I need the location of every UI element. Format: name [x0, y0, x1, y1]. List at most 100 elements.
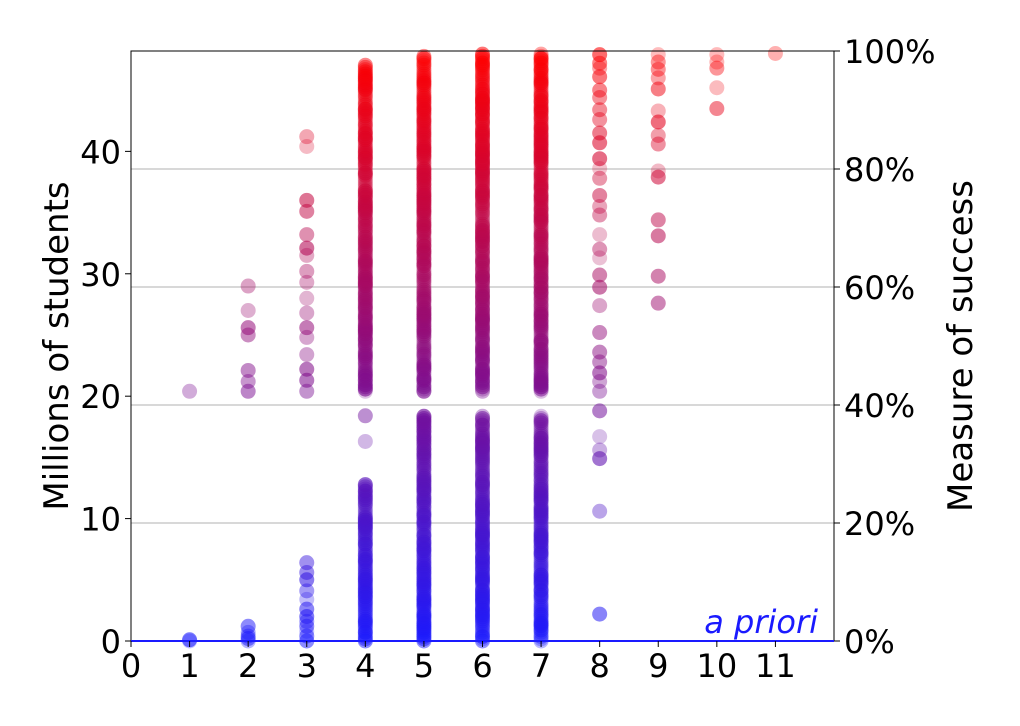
y2-tick-label: 0% — [844, 623, 895, 661]
data-point — [650, 136, 666, 152]
data-point — [475, 463, 490, 479]
y2-tick-label: 60% — [844, 269, 915, 307]
data-point — [357, 178, 373, 194]
data-point — [533, 225, 549, 241]
data-point — [357, 95, 373, 111]
data-point — [299, 361, 315, 377]
x-tick-label: 7 — [531, 647, 551, 685]
data-point — [357, 611, 373, 627]
data-point — [475, 466, 490, 482]
data-point — [475, 269, 490, 285]
data-point — [592, 47, 608, 63]
data-point — [533, 247, 549, 263]
x-tick-label: 11 — [755, 647, 796, 685]
data-point — [475, 211, 490, 227]
data-point — [475, 73, 490, 89]
data-point — [709, 80, 725, 96]
y-axis-label: Millions of students — [37, 181, 77, 510]
data-point — [416, 88, 432, 104]
data-point — [592, 298, 608, 314]
data-point — [299, 305, 315, 321]
y2-tick-label: 40% — [844, 387, 915, 425]
data-point — [533, 51, 549, 67]
data-point — [357, 253, 373, 269]
data-point — [240, 631, 256, 647]
data-point — [592, 383, 608, 399]
data-point — [240, 303, 256, 319]
data-point — [416, 70, 432, 86]
y-tick-label: 20 — [80, 378, 121, 416]
data-point — [475, 209, 490, 225]
data-point — [299, 138, 315, 154]
data-point — [475, 79, 490, 95]
data-point — [299, 227, 315, 243]
data-point — [533, 165, 549, 181]
data-point — [709, 60, 725, 76]
data-point — [416, 357, 432, 373]
data-point — [299, 129, 315, 145]
data-point — [533, 88, 549, 104]
data-point — [475, 75, 490, 91]
data-point — [592, 344, 608, 360]
data-point — [357, 64, 373, 80]
data-point — [592, 241, 608, 257]
y2-tick-label: 20% — [844, 505, 915, 543]
data-point — [357, 433, 373, 449]
data-point — [533, 227, 549, 243]
data-point — [592, 227, 608, 243]
data-point — [592, 198, 608, 214]
data-point — [533, 428, 549, 444]
data-point — [299, 601, 315, 617]
data-point — [357, 97, 373, 113]
x-tick-label: 3 — [297, 647, 317, 685]
data-point — [592, 279, 608, 295]
data-point — [650, 70, 666, 86]
data-point — [650, 228, 666, 244]
a-priori-annotation: a priori — [704, 603, 818, 641]
data-point — [533, 461, 549, 477]
data-point — [416, 344, 432, 360]
data-point — [299, 628, 315, 644]
data-point — [650, 81, 666, 97]
data-point — [357, 408, 373, 424]
data-point — [357, 507, 373, 523]
data-point — [416, 341, 432, 357]
data-point — [592, 170, 608, 186]
data-point — [182, 632, 198, 648]
data-point — [240, 362, 256, 378]
data-point — [533, 426, 549, 442]
data-point — [475, 70, 490, 86]
data-point — [592, 267, 608, 283]
data-point — [592, 250, 608, 266]
data-point — [533, 602, 549, 618]
data-point — [475, 267, 490, 283]
data-point — [533, 413, 549, 429]
x-tick-label: 9 — [648, 647, 668, 685]
data-point — [475, 218, 490, 234]
data-point — [592, 102, 608, 118]
data-point — [533, 46, 549, 62]
data-point — [357, 143, 373, 159]
tick-labels: 0 1 2 3 4 5 6 7 8 9 10 110102030400%20%40%60%80%100… — [80, 33, 935, 685]
x-tick-label: 5 — [414, 647, 434, 685]
data-point — [357, 547, 373, 563]
data-point — [592, 82, 608, 98]
data-point — [592, 112, 608, 128]
data-point — [533, 607, 549, 623]
data-point — [533, 558, 549, 574]
data-point — [416, 62, 432, 78]
data-point — [533, 523, 549, 539]
data-point — [533, 525, 549, 541]
data-point — [357, 477, 373, 493]
data-point — [533, 472, 549, 488]
data-point — [299, 290, 315, 306]
y-tick-label: 0 — [101, 623, 121, 661]
data-point — [299, 263, 315, 279]
x-tick-label: 1 — [179, 647, 199, 685]
data-point — [709, 47, 725, 63]
data-point — [650, 212, 666, 228]
data-point — [650, 127, 666, 143]
data-point — [299, 564, 315, 580]
data-point — [475, 410, 490, 426]
